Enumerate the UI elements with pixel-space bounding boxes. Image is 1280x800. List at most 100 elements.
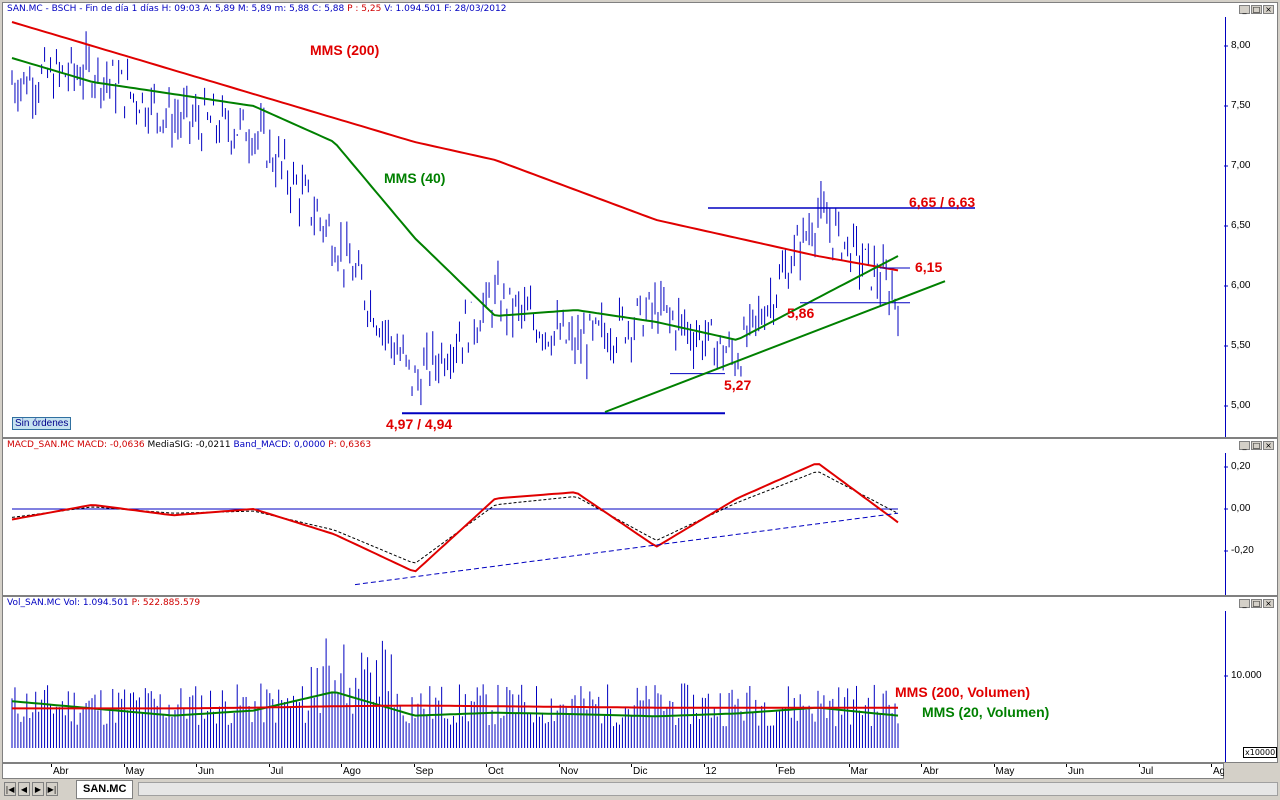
macd-close-button[interactable]: × [1263,441,1274,450]
x-tick-mark [631,764,632,767]
volume-name: Vol_SAN.MC [7,598,61,608]
x-tick-label: Jun [198,766,215,777]
vol-mms20-line [11,691,899,718]
price-y-tick: 7,50 [1231,100,1251,111]
x-tick-mark [1211,764,1212,767]
vol-minimize-button[interactable]: _ [1239,599,1250,608]
minimize-button[interactable]: _ [1239,5,1250,14]
volume-multiplier: x10000 [1243,747,1278,758]
macd-line [11,463,899,573]
x-tick-mark [123,764,125,767]
macd-p-value: P: 0,6363 [328,440,372,450]
level-615-annotation: 6,15 [915,259,943,275]
resistance-annotation: 6,65 / 6,63 [909,194,976,210]
x-tick-label: Sep [415,766,434,777]
x-tick-mark [1066,764,1067,767]
prev-page-icon[interactable]: ◀ [18,782,30,796]
last-page-icon[interactable]: ▶| [46,782,58,796]
x-tick-mark [848,764,850,767]
mms200-line [11,21,899,272]
x-tick-mark [413,764,415,767]
x-tick-label: Ago [1213,766,1231,777]
x-tick-label: Ago [343,766,361,777]
x-tick-mark [1138,764,1140,767]
vol-value: Vol: 1.094.501 [63,598,129,608]
volume-value: V: 1.094.501 [384,4,442,14]
p-value: P : 5,25 [347,4,382,14]
support-annotation: 4,97 / 4,94 [386,416,453,432]
symbol-label: SAN.MC - BSCH - Fin de día 1 días [7,4,159,14]
x-tick-label: Jul [1140,766,1154,777]
uptrend-line [604,280,946,413]
price-y-tick: 5,50 [1231,340,1251,351]
level-527-annotation: 5,27 [724,377,752,393]
x-tick-mark [703,764,705,767]
x-tick-label: May [125,766,145,777]
price-header: SAN.MC - BSCH - Fin de día 1 días H: 09:… [7,3,506,16]
x-tick-label: Oct [488,766,504,777]
horizontal-scrollbar[interactable] [138,782,1278,796]
corner-area [1224,763,1278,779]
no-orders-badge[interactable]: Sin órdenes [12,417,72,430]
high-value: M: 5,89 [237,4,272,14]
macd-value: MACD: -0,0636 [77,440,145,450]
x-tick-label: Mar [850,766,868,777]
x-axis: Abr May Jun Jul Ago Sep Oct Nov Dic 12 Feb Mar Abr Ma… [2,763,1231,779]
first-page-icon[interactable]: |◀ [4,782,16,796]
price-y-tick: 7,00 [1231,160,1251,171]
x-tick-label: Abr [923,766,939,777]
date-value: F: 28/03/2012 [444,4,507,14]
hour-value: H: 09:03 [161,4,201,14]
maximize-button[interactable]: □ [1251,5,1262,14]
macd-minimize-button[interactable]: _ [1239,441,1250,450]
vol-p-value: P: 522.885.579 [131,598,201,608]
x-tick-mark [558,764,560,767]
x-tick-label: Dic [633,766,648,777]
x-tick-mark [196,764,197,767]
signal-value: MediaSIG: -0,0211 [147,440,231,450]
macd-name: MACD_SAN.MC [7,440,75,450]
mms40-line [11,57,899,341]
vol-mms20-annotation: MMS (20, Volumen) [922,704,1050,720]
x-tick-mark [993,764,995,767]
open-value: A: 5,89 [203,4,235,14]
vol-maximize-button[interactable]: □ [1251,599,1262,608]
vol-close-button[interactable]: × [1263,599,1274,608]
low-value: m: 5,88 [274,4,310,14]
macd-trend-line [354,512,899,586]
x-tick-mark [51,764,52,767]
band-value: Band_MACD: 0,0000 [233,440,326,450]
macd-y-tick: -0,20 [1231,545,1254,556]
volume-panel: Vol_SAN.MC Vol: 1.094.501 P: 522.885.579… [2,596,1278,763]
x-tick-label: Feb [778,766,796,777]
volume-axis-separator [1225,611,1226,762]
x-tick-label: Nov [560,766,579,777]
close-value: C: 5,88 [312,4,345,14]
price-axis-separator [1225,17,1226,437]
mms40-annotation: MMS (40) [384,170,446,186]
x-tick-mark [921,764,922,767]
macd-maximize-button[interactable]: □ [1251,441,1262,450]
price-y-tick: 8,00 [1231,40,1251,51]
x-tick-label: Jun [1068,766,1085,777]
vol-mms200-annotation: MMS (200, Volumen) [895,684,1031,700]
next-page-icon[interactable]: ▶ [32,782,44,796]
vol-mms200-line [12,704,898,710]
tab-san-mc[interactable]: SAN.MC [76,780,134,799]
x-tick-label: Jul [270,766,284,777]
x-tick-label: Abr [53,766,69,777]
x-tick-mark [486,764,487,767]
price-y-tick: 6,50 [1231,220,1251,231]
macd-header: MACD_SAN.MC MACD: -0,0636 MediaSIG: -0,0… [7,439,371,452]
x-tick-mark [268,764,270,767]
close-button[interactable]: × [1263,5,1274,14]
x-tick-mark [341,764,342,767]
tab-bar: |◀ ◀ ▶ ▶| SAN.MC [0,779,1280,800]
macd-y-tick: 0,00 [1231,503,1251,514]
price-y-tick: 5,00 [1231,400,1251,411]
x-tick-label: May [995,766,1015,777]
macd-axis-separator [1225,453,1226,595]
level-586-annotation: 5,86 [787,305,815,321]
macd-panel: MACD_SAN.MC MACD: -0,0636 MediaSIG: -0,0… [2,438,1278,596]
